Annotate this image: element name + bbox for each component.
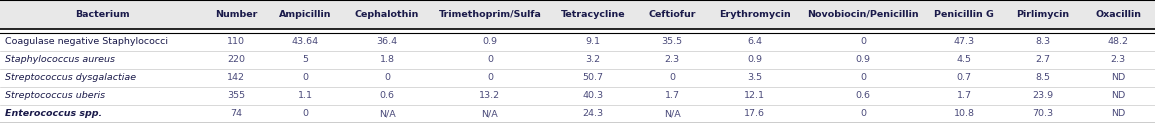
Text: 1.7: 1.7 — [956, 91, 971, 100]
Text: 48.2: 48.2 — [1108, 37, 1128, 46]
Text: 8.5: 8.5 — [1036, 73, 1051, 82]
Text: 355: 355 — [228, 91, 245, 100]
Text: 0: 0 — [385, 73, 390, 82]
Text: 70.3: 70.3 — [1033, 109, 1053, 118]
Text: 23.9: 23.9 — [1033, 91, 1053, 100]
Text: ND: ND — [1111, 91, 1125, 100]
Text: N/A: N/A — [482, 109, 498, 118]
Text: Coagulase negative Staphylococci: Coagulase negative Staphylococci — [5, 37, 167, 46]
Text: Oxacillin: Oxacillin — [1095, 10, 1141, 19]
Text: 0: 0 — [860, 109, 866, 118]
Text: ND: ND — [1111, 109, 1125, 118]
Text: Number: Number — [215, 10, 258, 19]
Text: 0: 0 — [303, 73, 308, 82]
Text: 2.7: 2.7 — [1036, 55, 1051, 64]
Text: 0: 0 — [303, 109, 308, 118]
Text: Enterococcus spp.: Enterococcus spp. — [5, 109, 102, 118]
Text: 1.1: 1.1 — [298, 91, 313, 100]
Text: 36.4: 36.4 — [377, 37, 397, 46]
Text: 1.8: 1.8 — [380, 55, 395, 64]
Text: Pirlimycin: Pirlimycin — [1016, 10, 1070, 19]
Text: 43.64: 43.64 — [292, 37, 319, 46]
Text: 35.5: 35.5 — [662, 37, 683, 46]
Text: 17.6: 17.6 — [744, 109, 766, 118]
Text: Trimethoprim/Sulfa: Trimethoprim/Sulfa — [439, 10, 542, 19]
Text: 0: 0 — [669, 73, 676, 82]
Text: 0.9: 0.9 — [483, 37, 498, 46]
Text: 0.7: 0.7 — [956, 73, 971, 82]
Text: Novobiocin/Penicillin: Novobiocin/Penicillin — [807, 10, 919, 19]
Text: ND: ND — [1111, 73, 1125, 82]
Text: 0: 0 — [487, 55, 493, 64]
Text: 142: 142 — [228, 73, 245, 82]
Text: 9.1: 9.1 — [586, 37, 601, 46]
Text: Streptococcus uberis: Streptococcus uberis — [5, 91, 105, 100]
Text: 0: 0 — [860, 73, 866, 82]
Text: 2.3: 2.3 — [664, 55, 679, 64]
Text: 0.6: 0.6 — [856, 91, 871, 100]
Text: 0.6: 0.6 — [380, 91, 395, 100]
Text: Staphylococcus aureus: Staphylococcus aureus — [5, 55, 114, 64]
Text: 1.7: 1.7 — [664, 91, 679, 100]
Text: Ceftiofur: Ceftiofur — [648, 10, 695, 19]
Text: 40.3: 40.3 — [582, 91, 604, 100]
Text: Bacterium: Bacterium — [75, 10, 131, 19]
Text: Tetracycline: Tetracycline — [561, 10, 626, 19]
Text: 2.3: 2.3 — [1111, 55, 1126, 64]
Text: 0: 0 — [487, 73, 493, 82]
Text: 0.9: 0.9 — [747, 55, 762, 64]
Text: N/A: N/A — [664, 109, 680, 118]
Text: 4.5: 4.5 — [956, 55, 971, 64]
Text: 110: 110 — [228, 37, 245, 46]
Text: 5: 5 — [303, 55, 308, 64]
Text: 3.5: 3.5 — [747, 73, 762, 82]
Text: 0: 0 — [860, 37, 866, 46]
Text: Cephalothin: Cephalothin — [355, 10, 419, 19]
Text: Ampicillin: Ampicillin — [280, 10, 331, 19]
Text: 220: 220 — [228, 55, 245, 64]
Text: 13.2: 13.2 — [479, 91, 500, 100]
Text: 47.3: 47.3 — [954, 37, 975, 46]
Text: 3.2: 3.2 — [586, 55, 601, 64]
Bar — [0, 0, 1155, 29]
Text: 0.9: 0.9 — [856, 55, 871, 64]
Text: 8.3: 8.3 — [1036, 37, 1051, 46]
Text: 12.1: 12.1 — [744, 91, 766, 100]
Text: 10.8: 10.8 — [954, 109, 975, 118]
Text: Erythromycin: Erythromycin — [718, 10, 791, 19]
Text: 74: 74 — [230, 109, 243, 118]
Text: 24.3: 24.3 — [582, 109, 604, 118]
Text: N/A: N/A — [379, 109, 395, 118]
Text: 6.4: 6.4 — [747, 37, 762, 46]
Text: Penicillin G: Penicillin G — [934, 10, 994, 19]
Text: 50.7: 50.7 — [582, 73, 604, 82]
Text: Streptococcus dysgalactiae: Streptococcus dysgalactiae — [5, 73, 136, 82]
